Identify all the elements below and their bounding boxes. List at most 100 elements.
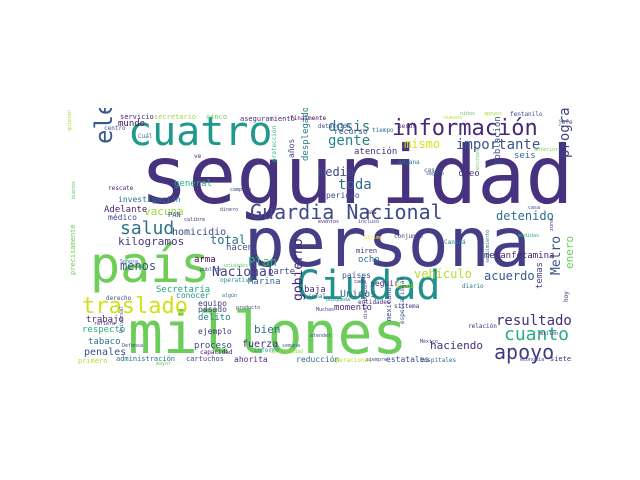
word-diario: diario (462, 283, 484, 290)
word-general: general (174, 179, 212, 189)
word-economia: economía (520, 357, 545, 363)
word-senal: señal (308, 293, 327, 300)
word-tabaco: tabaco (88, 337, 121, 347)
word-estatales: estatales (386, 355, 430, 364)
word-enero: enero (563, 235, 576, 269)
word-conocer: conocer (176, 291, 210, 300)
word-semana: semana (282, 343, 301, 349)
word-eventos: eventos (318, 219, 340, 225)
word-total: total (210, 233, 247, 247)
word-haciendo: haciendo (430, 339, 483, 352)
word-nuevos: nuevos (444, 115, 463, 121)
word-cartuchos: cartuchos (186, 355, 224, 363)
word-delito: delito (198, 313, 231, 323)
word-seguridad: seguridad (140, 129, 574, 222)
word-seis: seis (514, 151, 536, 161)
word-medio: medio (318, 165, 355, 179)
word-cual: Cuál (138, 133, 153, 140)
word-metanfetamina: metanfetamina (484, 251, 555, 261)
word-refiere: refiere (94, 321, 116, 327)
word-secretaria: Secretaría (156, 285, 211, 295)
word-recurso: recurso (334, 127, 368, 136)
word-mismo: mismo (404, 137, 441, 151)
word-sonora: Sonora (120, 259, 139, 265)
word-acuerdo: acuerdo (484, 269, 535, 283)
word-programa: programa (557, 108, 573, 158)
word-vehiculo: vehículo (414, 267, 472, 281)
word-muchas: Muchas (316, 307, 335, 313)
word-temas: temas (535, 261, 545, 289)
word-seguro: seguro (426, 171, 445, 177)
word-operaciones: operaciones (332, 357, 372, 364)
word-millon: millón (540, 331, 559, 337)
word-dosis: dosis (328, 119, 371, 135)
word-ninos: niños (460, 111, 476, 117)
word-pais: país (90, 236, 211, 294)
word-jefe: jefe (558, 119, 573, 126)
word-unidades: unidades (224, 263, 249, 269)
word-arma: arma (194, 255, 216, 265)
word-producto: producto (236, 305, 261, 311)
word-mayor: mayor (156, 361, 172, 367)
word-guardia-nacional: Guardia Nacional (250, 200, 443, 224)
word-fuerza: fuerza (242, 339, 279, 350)
word-defensa: Defensa (122, 343, 144, 349)
word-persona: persona (244, 204, 531, 283)
word-distribucion: distribución (363, 282, 369, 319)
word-busqueda: búsqueda (326, 297, 351, 303)
word-seguimiento: seguimiento (485, 229, 491, 263)
word-hospitales: hospitales (420, 357, 457, 364)
word-nacional: Nacional (212, 265, 275, 280)
word-detenido: detenido (496, 209, 554, 223)
word-cada: cada (354, 279, 367, 285)
word-kilogramos: kilogramos (118, 235, 185, 248)
word-momento: momento (334, 303, 372, 313)
word-primero: primero (78, 357, 108, 365)
word-mas: mas (366, 209, 377, 216)
word-atender: atender (310, 333, 332, 339)
word-droga: droga (396, 283, 415, 290)
word-investigacion: investigación (118, 195, 181, 204)
word-ocho: ocho (358, 255, 380, 265)
word-siete: siete (550, 355, 572, 363)
word-anterior: anterior (534, 147, 559, 153)
word-incluso: incluso (358, 219, 380, 225)
word-tiempo: tiempo (372, 127, 394, 134)
word-proceso: proceso (194, 341, 232, 351)
word-informacion: información (392, 116, 538, 141)
word-publica: pública (200, 267, 222, 273)
word-buenos: buenos (71, 180, 77, 199)
word-centro: centro (104, 125, 126, 132)
word-relacion: relación (468, 323, 497, 330)
word-penales: penales (84, 347, 127, 358)
word-gente: gente (328, 133, 371, 149)
word-marina: Marina (248, 277, 281, 287)
word-universal: Universal (119, 305, 125, 333)
word-aduana: aduana (398, 159, 420, 166)
word-ahorita: ahorita (234, 355, 268, 364)
word-siempre: siempre (366, 357, 388, 363)
word-cuanto: cuanto (504, 324, 570, 345)
word-creo: creo (458, 169, 480, 179)
word-administracion: administración (116, 355, 176, 363)
word-medidas: medidas (518, 233, 540, 239)
word-anos: años (287, 138, 296, 158)
word-quieren: quieren (67, 109, 73, 131)
word-operativo: operativo (220, 277, 253, 284)
word-resultado: resultado (496, 313, 572, 329)
word-respecto: respecto (82, 325, 126, 335)
word-conjunto: conjunto (394, 233, 423, 240)
word-servicio: servicio (120, 113, 154, 121)
word-entidades: entidades (358, 299, 391, 306)
word-seguir: seguir (370, 279, 399, 288)
word-hacen: hacen (226, 243, 254, 253)
word-reduccion: reducción (296, 355, 340, 364)
word-recursos: recursos (475, 148, 481, 173)
word-informe: informe (254, 347, 280, 354)
word-oportunidad: oportunidad (270, 349, 304, 355)
word-ejemplo: ejemplo (198, 327, 232, 336)
word-homicidio: homicidio (172, 227, 227, 238)
word-derecho: derecho (106, 295, 132, 302)
word-parte: parte (268, 267, 296, 277)
word-pesos: pesos (398, 123, 417, 130)
